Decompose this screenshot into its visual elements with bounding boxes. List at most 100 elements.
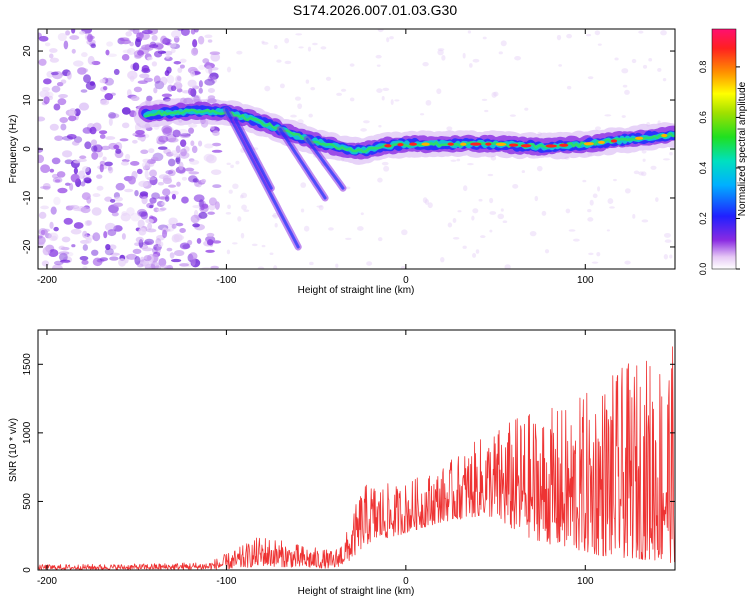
noise-blob	[106, 41, 114, 47]
noise-blob	[82, 230, 88, 239]
bottom-x-tick-label: 0	[403, 576, 409, 587]
noise-blob	[83, 68, 89, 73]
noise-blob	[446, 126, 453, 131]
noise-blob	[54, 179, 61, 183]
noise-blob	[109, 252, 120, 256]
noise-blob	[376, 64, 381, 67]
noise-blob	[41, 86, 51, 92]
noise-blob	[607, 198, 614, 205]
noise-blob	[190, 29, 196, 35]
noise-blob	[274, 222, 278, 228]
noise-blob	[184, 167, 195, 172]
noise-blob	[624, 188, 631, 194]
noise-blob	[110, 198, 116, 203]
noise-blob	[99, 257, 109, 262]
noise-blob	[188, 123, 198, 128]
ridge-hotspot	[409, 142, 417, 146]
noise-blob	[102, 156, 107, 161]
noise-blob	[504, 264, 511, 269]
noise-blob	[290, 114, 297, 118]
noise-blob	[205, 61, 211, 70]
noise-blob	[178, 151, 190, 159]
noise-blob	[38, 211, 47, 219]
noise-blob	[96, 174, 103, 179]
noise-blob	[192, 39, 198, 48]
noise-blob	[138, 238, 144, 248]
noise-blob	[597, 43, 602, 46]
noise-blob	[198, 64, 206, 71]
noise-blob	[491, 91, 497, 98]
noise-blob	[178, 161, 184, 171]
noise-blob	[169, 42, 177, 48]
noise-blob	[210, 125, 215, 131]
noise-blob	[597, 186, 601, 192]
noise-blob	[624, 260, 631, 265]
noise-blob	[162, 37, 171, 45]
noise-blob	[42, 246, 51, 256]
noise-blob	[192, 223, 200, 228]
noise-blob	[58, 93, 68, 99]
noise-blob	[310, 86, 316, 91]
noise-blob	[113, 144, 120, 150]
noise-blob	[190, 258, 201, 268]
noise-blob	[558, 64, 563, 67]
noise-blob	[71, 244, 76, 248]
noise-blob	[85, 81, 96, 91]
noise-blob	[190, 70, 196, 77]
noise-blob	[70, 173, 80, 183]
noise-blob	[452, 217, 457, 223]
noise-blob	[149, 204, 154, 209]
top-y-tick-label: 20	[22, 45, 33, 57]
noise-blob	[120, 161, 130, 166]
noise-blob	[638, 30, 644, 34]
noise-blob	[115, 182, 125, 191]
noise-blob	[140, 256, 145, 262]
noise-blob	[57, 33, 67, 42]
noise-blob	[132, 29, 140, 35]
noise-blob	[78, 102, 90, 111]
noise-blob	[663, 232, 671, 238]
noise-blob	[650, 165, 657, 170]
noise-blob	[153, 75, 161, 84]
noise-blob	[146, 95, 153, 102]
noise-blob	[40, 205, 49, 210]
noise-blob	[59, 116, 69, 123]
noise-blob	[157, 146, 168, 150]
noise-blob	[91, 207, 102, 216]
noise-blob	[130, 212, 141, 222]
noise-blob	[63, 217, 73, 225]
noise-blob	[99, 134, 106, 139]
noise-blob	[193, 194, 205, 203]
noise-blob	[604, 114, 612, 117]
noise-blob	[157, 241, 164, 248]
noise-blob	[38, 32, 42, 39]
noise-blob	[100, 99, 110, 106]
noise-blob	[166, 247, 173, 252]
noise-blob	[197, 35, 205, 45]
noise-blob	[209, 51, 221, 56]
noise-blob	[161, 125, 173, 134]
noise-blob	[596, 252, 601, 257]
noise-blob	[462, 245, 467, 249]
noise-blob	[92, 232, 101, 242]
noise-blob	[188, 171, 200, 175]
noise-blob	[71, 48, 76, 54]
noise-blob	[133, 86, 143, 93]
noise-blob	[481, 98, 488, 102]
noise-blob	[487, 173, 494, 177]
noise-blob	[137, 219, 145, 229]
noise-blob	[509, 114, 516, 117]
noise-blob	[80, 89, 88, 93]
noise-blob	[81, 52, 88, 58]
noise-blob	[107, 166, 114, 174]
noise-blob	[471, 215, 475, 221]
noise-blob	[197, 140, 203, 147]
noise-blob	[424, 199, 430, 205]
noise-blob	[40, 164, 51, 173]
noise-blob	[614, 57, 619, 61]
noise-blob	[621, 68, 629, 74]
noise-blob	[357, 226, 364, 231]
noise-blob	[648, 57, 653, 62]
noise-blob	[49, 123, 59, 131]
